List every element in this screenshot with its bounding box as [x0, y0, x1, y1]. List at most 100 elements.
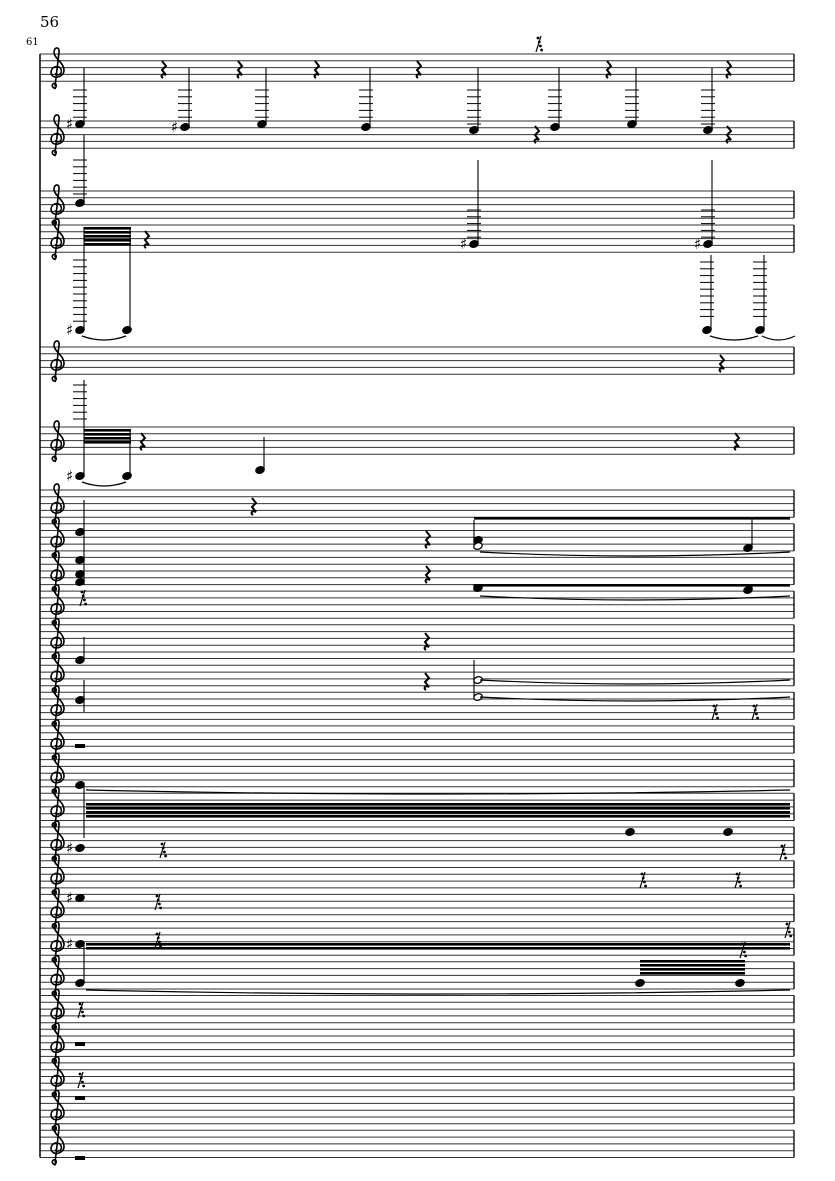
rest-flag-dot: [536, 36, 540, 40]
rest-flag-dot: [156, 898, 160, 902]
beam: [86, 943, 790, 946]
notehead: [723, 828, 733, 836]
sixteenth-rest-icon: [77, 1071, 84, 1089]
beam: [84, 243, 131, 246]
quarter-rest-icon: [313, 60, 321, 79]
sharp-icon: ♯: [460, 235, 467, 253]
rest-flag-dot: [735, 872, 739, 876]
rest-flag-dot: [82, 1014, 85, 1018]
quarter-rest-icon: [250, 497, 258, 516]
rest-flag-dot: [741, 946, 745, 950]
sixteenth-rest-icon: [79, 589, 86, 607]
notehead: [75, 472, 85, 480]
notehead: [75, 120, 85, 128]
rest-flag-dot: [713, 708, 717, 712]
notehead: [755, 326, 765, 334]
rest-flag-dot: [756, 716, 759, 720]
beam: [474, 517, 790, 520]
tie: [761, 335, 796, 341]
notehead: [703, 240, 713, 248]
treble-clef-icon: [50, 1123, 65, 1166]
notehead: [735, 979, 745, 987]
rest-flag-dot: [155, 894, 159, 898]
rest-flag-dot: [744, 954, 747, 958]
notehead: [122, 472, 132, 480]
whole-rest-icon: [75, 1156, 85, 1160]
beam: [86, 815, 790, 818]
sixteenth-rest-icon: [77, 1001, 84, 1019]
rest-flag-dot: [79, 1076, 83, 1080]
rest-flag-dot: [155, 932, 159, 936]
sharp-icon: ♯: [66, 935, 73, 953]
tie: [85, 789, 791, 795]
notehead: [469, 240, 479, 248]
sixteenth-rest-icon: [154, 931, 161, 949]
rest-flag-dot: [158, 902, 161, 906]
rest-flag-dot: [78, 1072, 82, 1076]
rest-flag-dot: [786, 926, 790, 930]
notehead: [625, 828, 635, 836]
tie: [81, 335, 127, 341]
notehead: [635, 979, 645, 987]
notehead: [361, 123, 371, 131]
rest-flag-dot: [79, 1006, 83, 1010]
sharp-icon: ♯: [171, 118, 178, 136]
rest-flag-dot: [739, 884, 742, 888]
rest-flag-dot: [785, 922, 789, 926]
rest-flag-dot: [641, 876, 645, 880]
beam: [86, 803, 790, 806]
tie: [479, 696, 791, 702]
beam: [474, 584, 790, 587]
notehead: [702, 326, 712, 334]
rest-flag-dot: [755, 712, 758, 716]
treble-clef-icon: [50, 218, 65, 261]
rest-flag-dot: [643, 880, 646, 884]
quarter-rest-icon: [718, 354, 726, 373]
rest-flag-dot: [740, 942, 744, 946]
sixteenth-rest-icon: [154, 893, 161, 911]
quarter-rest-icon: [139, 432, 147, 451]
rest-flag-dot: [540, 48, 543, 52]
beam: [86, 807, 790, 810]
sharp-icon: ♯: [66, 839, 73, 857]
rest-flag-dot: [781, 848, 785, 852]
notehead: [75, 781, 85, 789]
rest-flag-dot: [738, 880, 741, 884]
rest-flag-dot: [164, 854, 168, 858]
sharp-icon: ♯: [66, 115, 73, 133]
beam: [84, 433, 131, 436]
beam: [84, 239, 131, 242]
whole-rest-icon: [75, 1042, 85, 1046]
tie: [479, 595, 791, 601]
rest-flag-dot: [783, 852, 786, 856]
sixteenth-rest-icon: [711, 703, 718, 721]
notehead: [550, 123, 560, 131]
quarter-rest-icon: [143, 230, 151, 249]
sixteenth-rest-icon: [784, 921, 791, 939]
notehead: [75, 326, 85, 334]
beam: [84, 227, 131, 230]
notehead: [75, 940, 85, 948]
rest-flag-dot: [715, 712, 718, 716]
quarter-rest-icon: [733, 432, 741, 451]
notehead: [703, 126, 713, 134]
rest-flag-dot: [640, 872, 644, 876]
sharp-icon: ♯: [66, 467, 73, 485]
tie: [479, 679, 791, 685]
sixteenth-rest-icon: [779, 843, 786, 861]
rest-flag-dot: [644, 884, 647, 888]
notehead: [257, 120, 267, 128]
beam: [640, 964, 745, 967]
page-number: 56: [40, 13, 60, 31]
rest-flag-dot: [84, 602, 87, 606]
rest-flag-dot: [780, 844, 784, 848]
rest-flag-dot: [80, 590, 84, 594]
tie: [709, 335, 759, 341]
rest-flag-dot: [753, 708, 757, 712]
rest-flag-dot: [712, 704, 716, 708]
notehead: [180, 123, 190, 131]
quarter-rest-icon: [423, 672, 431, 691]
rest-flag-dot: [716, 716, 719, 720]
beam: [84, 235, 131, 238]
